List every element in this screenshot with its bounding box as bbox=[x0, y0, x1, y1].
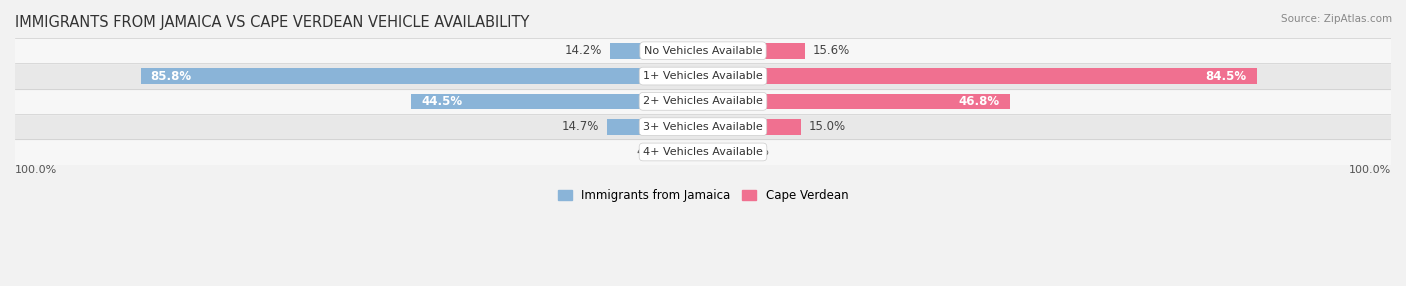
Text: 84.5%: 84.5% bbox=[1206, 69, 1247, 83]
Bar bbox=[703, 144, 733, 160]
Text: 15.0%: 15.0% bbox=[808, 120, 846, 133]
Bar bbox=[606, 119, 703, 134]
Text: 85.8%: 85.8% bbox=[150, 69, 191, 83]
Text: 3+ Vehicles Available: 3+ Vehicles Available bbox=[643, 122, 763, 132]
Text: 1+ Vehicles Available: 1+ Vehicles Available bbox=[643, 71, 763, 81]
Text: 4.4%: 4.4% bbox=[740, 146, 769, 158]
Text: 15.6%: 15.6% bbox=[813, 44, 851, 57]
Bar bbox=[703, 119, 801, 134]
Bar bbox=[412, 94, 703, 109]
Text: 4+ Vehicles Available: 4+ Vehicles Available bbox=[643, 147, 763, 157]
Bar bbox=[703, 94, 1010, 109]
Bar bbox=[15, 139, 1391, 165]
Text: Source: ZipAtlas.com: Source: ZipAtlas.com bbox=[1281, 14, 1392, 24]
Bar bbox=[610, 43, 703, 59]
Text: No Vehicles Available: No Vehicles Available bbox=[644, 46, 762, 56]
Text: 44.5%: 44.5% bbox=[422, 95, 463, 108]
Text: 2+ Vehicles Available: 2+ Vehicles Available bbox=[643, 96, 763, 106]
Text: 14.7%: 14.7% bbox=[561, 120, 599, 133]
Bar bbox=[703, 68, 1257, 84]
Text: IMMIGRANTS FROM JAMAICA VS CAPE VERDEAN VEHICLE AVAILABILITY: IMMIGRANTS FROM JAMAICA VS CAPE VERDEAN … bbox=[15, 15, 530, 30]
Bar bbox=[703, 43, 806, 59]
Text: 46.8%: 46.8% bbox=[959, 95, 1000, 108]
Bar bbox=[141, 68, 703, 84]
Bar bbox=[15, 63, 1391, 89]
Text: 100.0%: 100.0% bbox=[1348, 165, 1391, 175]
Bar bbox=[673, 144, 703, 160]
Bar bbox=[15, 38, 1391, 63]
Text: 100.0%: 100.0% bbox=[15, 165, 58, 175]
Text: 4.4%: 4.4% bbox=[637, 146, 666, 158]
Bar bbox=[15, 114, 1391, 139]
Text: 14.2%: 14.2% bbox=[565, 44, 602, 57]
Bar bbox=[15, 89, 1391, 114]
Legend: Immigrants from Jamaica, Cape Verdean: Immigrants from Jamaica, Cape Verdean bbox=[553, 184, 853, 207]
